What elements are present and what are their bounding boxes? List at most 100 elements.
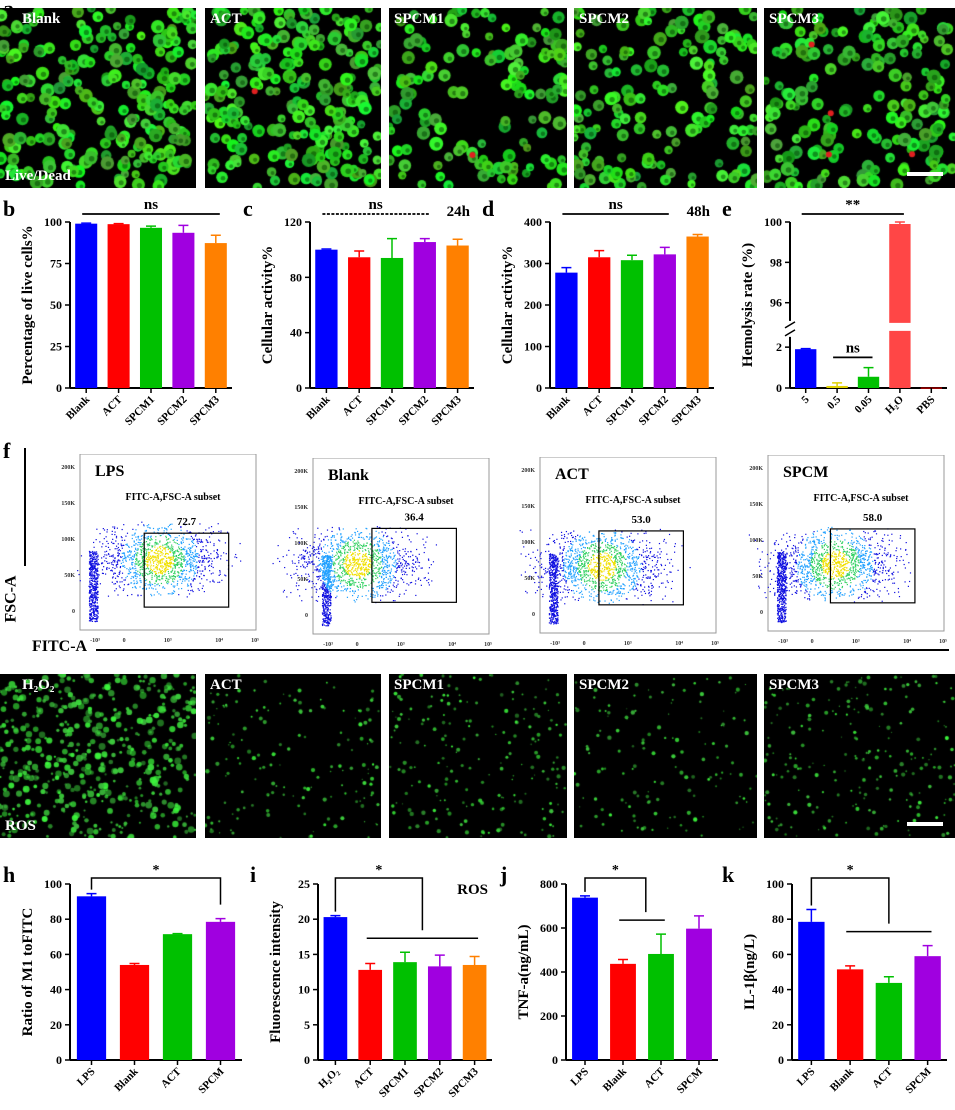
y-axis-title: Fluorescence intensity bbox=[268, 901, 284, 1043]
x-tick-label: ACT bbox=[100, 393, 125, 418]
bar-H₂O bbox=[889, 330, 911, 388]
gate-box bbox=[598, 530, 685, 606]
error-bar bbox=[365, 962, 376, 970]
live_dead-image-label: ACT bbox=[210, 11, 242, 27]
error-bar bbox=[452, 238, 463, 246]
flow-y-tick: 200K bbox=[521, 468, 535, 474]
x-tick-label: LPS bbox=[795, 1066, 818, 1089]
bar-SPCM2 bbox=[427, 966, 452, 1060]
y-tick-label: 10 bbox=[298, 983, 310, 997]
bar-Blank bbox=[119, 964, 150, 1060]
significance-bracket bbox=[810, 877, 890, 924]
bar-ACT bbox=[648, 953, 674, 1060]
gate-box bbox=[371, 527, 458, 603]
bar-SPCM2 bbox=[653, 254, 676, 388]
significance-label: ns bbox=[144, 200, 158, 213]
flow-x-tick: -10³ bbox=[550, 641, 560, 647]
x-tick-label: PBS bbox=[915, 394, 938, 417]
chart-corner-label: 24h bbox=[447, 204, 471, 220]
error-bar bbox=[210, 234, 221, 244]
y-tick-label: 5 bbox=[304, 1018, 310, 1032]
y-tick-label: 75 bbox=[50, 257, 62, 271]
gate-label: FITC-A,FSC-A subset bbox=[813, 493, 909, 504]
flow-x-tick: 10³ bbox=[397, 642, 405, 648]
gate-box bbox=[143, 532, 230, 608]
flow-plot-title: SPCM bbox=[783, 464, 828, 481]
error-bar bbox=[692, 233, 703, 237]
flow-y-tick: 150K bbox=[294, 505, 308, 511]
chart-corner-label: 48h bbox=[687, 204, 711, 220]
flow-y-tick: 100K bbox=[61, 537, 75, 543]
y-axis-title: TNF-a(ng/mL) bbox=[516, 925, 532, 1020]
panel-label-e: e bbox=[722, 196, 732, 221]
y-tick-label: 100 bbox=[764, 215, 782, 229]
live_dead-image-label: SPCM3 bbox=[769, 11, 819, 27]
y-tick-label: 800 bbox=[540, 877, 558, 891]
bar-ACT bbox=[358, 969, 383, 1060]
error-bar bbox=[178, 224, 189, 233]
y-tick-label: 100 bbox=[44, 215, 62, 229]
flow-x-tick: 0 bbox=[811, 639, 814, 645]
error-bar bbox=[129, 962, 140, 965]
y-tick-label: 0 bbox=[778, 1053, 784, 1067]
x-tick-label: Blank bbox=[64, 393, 93, 422]
y-tick-label: 200 bbox=[524, 298, 542, 312]
x-tick-label: LPS bbox=[568, 1066, 591, 1089]
x-tick-label: SPCM1 bbox=[123, 394, 157, 428]
x-tick-label: SPCM bbox=[903, 1065, 934, 1096]
error-bar bbox=[883, 976, 894, 983]
error-bar bbox=[800, 347, 811, 350]
bar-0.5 bbox=[826, 385, 848, 388]
y-tick-label: 80 bbox=[772, 912, 784, 926]
flow-x-tick: -10³ bbox=[90, 638, 100, 644]
micrograph-canvas bbox=[574, 674, 757, 838]
flow-x-tick: 0 bbox=[356, 642, 359, 648]
error-bar bbox=[922, 944, 933, 957]
x-tick-label: 0.05 bbox=[853, 393, 875, 415]
ros_images-image-3: SPCM2 bbox=[574, 674, 757, 838]
y-tick-label: 60 bbox=[772, 947, 784, 961]
flow-y-tick: 50K bbox=[524, 576, 535, 582]
y-tick-label: 80 bbox=[290, 270, 302, 284]
y-tick-label: 0 bbox=[56, 1053, 62, 1067]
gate-percentage: 72.7 bbox=[177, 516, 197, 528]
y-axis-title: Hemolysis rate (%) bbox=[740, 243, 756, 367]
significance-label: * bbox=[153, 863, 160, 878]
flow-y-tick: 50K bbox=[297, 577, 308, 583]
error-bar bbox=[627, 254, 637, 261]
significance-label: ns bbox=[369, 200, 383, 213]
panel-label-h: h bbox=[3, 862, 16, 887]
y-tick-label: 40 bbox=[772, 983, 784, 997]
scale-bar bbox=[907, 172, 943, 176]
x-tick-label: SPCM2 bbox=[397, 393, 432, 428]
ros_images-image-label: SPCM1 bbox=[394, 677, 444, 693]
micrograph-canvas bbox=[205, 8, 381, 188]
flow-x-tick: 0 bbox=[583, 641, 586, 647]
flow-x-tick: 10⁴ bbox=[448, 642, 456, 648]
flow-plot-frame bbox=[539, 456, 717, 634]
error-bar bbox=[330, 914, 341, 918]
bar-ACT bbox=[875, 982, 903, 1060]
error-bar bbox=[469, 955, 480, 965]
flow-y-tick: 0 bbox=[72, 609, 75, 615]
gate-label: FITC-A,FSC-A subset bbox=[585, 495, 681, 506]
bar-SPCM bbox=[205, 921, 236, 1060]
bar-ACT bbox=[107, 224, 130, 388]
y-tick-label: 100 bbox=[44, 877, 62, 891]
significance-bracket bbox=[334, 877, 424, 931]
gate-percentage: 53.0 bbox=[632, 514, 652, 526]
error-bar bbox=[400, 951, 410, 963]
y-tick-label: 20 bbox=[772, 1018, 784, 1032]
panel-label-k: k bbox=[722, 862, 735, 887]
flow-plot-frame bbox=[312, 457, 490, 635]
bar-SPCM3 bbox=[204, 243, 227, 388]
micrograph-canvas bbox=[764, 8, 955, 188]
micrograph-canvas bbox=[0, 8, 196, 188]
micrograph-canvas bbox=[764, 674, 955, 838]
bar-SPCM2 bbox=[413, 242, 436, 388]
gate-percentage: 36.4 bbox=[405, 511, 425, 523]
bar-ACT bbox=[348, 257, 371, 388]
x-tick-label: SPCM1 bbox=[604, 394, 638, 428]
x-tick-label: SPCM3 bbox=[669, 393, 704, 428]
bar-H₂O-upper bbox=[889, 224, 911, 323]
